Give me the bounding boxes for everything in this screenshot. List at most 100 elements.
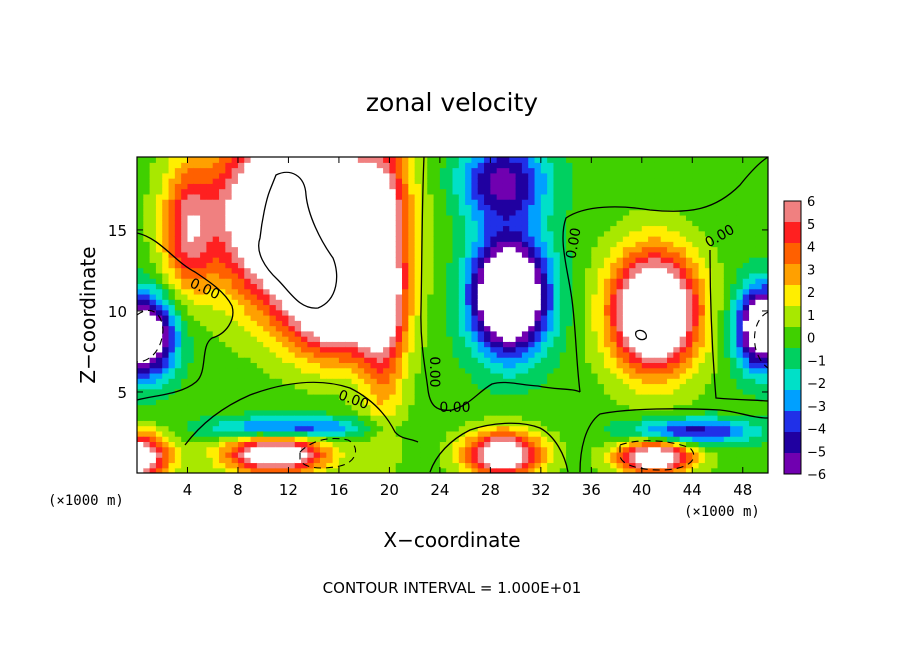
field-cell [622,309,630,316]
field-cell [490,304,498,311]
field-cell [143,362,151,369]
field-cell [490,214,498,221]
field-cell [471,336,479,342]
field-cell [509,162,517,169]
field-cell [490,167,498,174]
field-cell [294,462,302,469]
field-cell [471,157,479,163]
field-cell [206,436,214,442]
field-cell [250,399,258,406]
field-cell [395,346,403,353]
field-cell [231,272,239,279]
field-cell [477,172,485,179]
field-cell [566,251,573,258]
field-cell [162,415,170,421]
field-cell [490,394,498,400]
field-cell [629,262,637,269]
field-cell [263,167,271,174]
field-cell [433,467,441,473]
field-cell [301,394,308,400]
field-cell [629,372,637,379]
field-cell [225,336,233,342]
field-cell [585,236,592,242]
field-cell [408,409,416,416]
field-cell [420,315,428,321]
field-cell [402,241,409,248]
field-cell [578,372,586,379]
field-cell [540,462,548,469]
field-cell [345,362,353,369]
field-cell [364,178,372,184]
field-cell [155,415,163,421]
field-cell [155,446,163,453]
field-cell [326,299,334,306]
field-cell [137,251,144,258]
field-cell [547,341,555,348]
field-cell [427,283,435,290]
field-cell [345,351,353,358]
field-cell [181,267,189,274]
field-cell [660,388,668,395]
field-cell [313,167,321,174]
field-cell [458,172,466,179]
field-cell [515,262,523,269]
field-cell [225,441,233,448]
field-cell [351,178,359,184]
field-cell [263,341,271,348]
field-cell [408,446,416,453]
field-cell [263,462,271,469]
field-cell [345,288,353,295]
field-cell [364,267,372,274]
field-cell [528,236,536,242]
field-cell [521,272,529,279]
field-cell [137,236,144,242]
field-cell [181,272,189,279]
field-cell [137,362,144,369]
field-cell [597,157,605,163]
field-cell [547,278,555,284]
field-cell [521,220,529,227]
field-cell [591,315,599,321]
field-cell [446,425,454,432]
field-cell [433,378,441,385]
field-cell [181,446,189,453]
field-cell [345,183,353,190]
field-cell [357,236,365,242]
field-cell [162,367,170,374]
field-cell [383,315,390,321]
field-cell [231,193,239,200]
field-cell [452,183,460,190]
field-cell [193,383,201,390]
field-cell [137,320,144,327]
field-cell [301,162,308,169]
field-cell [174,330,182,337]
field-cell [660,441,668,448]
field-cell [237,357,245,363]
field-cell [288,288,296,295]
field-cell [181,399,189,406]
field-cell [540,367,548,374]
field-cell [212,204,220,211]
field-cell [162,288,170,295]
field-cell [610,251,618,258]
field-cell [212,278,220,284]
field-cell [244,214,252,221]
field-cell [458,441,466,448]
field-cell [622,457,630,464]
field-cell [547,420,555,427]
field-cell [307,462,315,469]
field-cell [578,457,586,464]
field-cell [490,241,498,248]
field-cell [465,409,473,416]
field-cell [616,404,624,411]
field-cell [319,304,327,311]
field-cell [370,462,378,469]
field-cell [200,367,208,374]
field-cell [389,288,397,295]
field-cell [439,230,447,237]
field-cell [326,336,334,342]
field-cell [654,188,662,195]
field-cell [654,167,662,174]
field-cell [237,378,245,385]
field-cell [427,383,435,390]
